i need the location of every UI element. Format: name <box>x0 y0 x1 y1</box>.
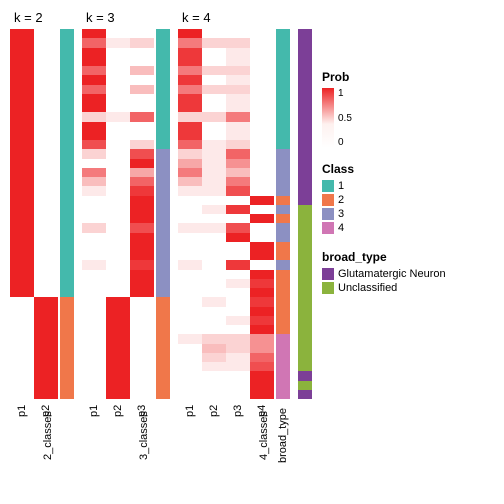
heatmap <box>178 29 274 399</box>
legend-prob-gradient <box>322 88 334 148</box>
heatmap <box>10 29 58 399</box>
class-annotation <box>276 29 290 399</box>
class-annotation <box>156 29 170 399</box>
column-label: p2 <box>112 405 124 417</box>
broad-type-label: broad_type <box>277 408 289 463</box>
class-column-label: 4_classes <box>258 411 270 460</box>
legend-broad-item: Glutamatergic Neuron <box>322 268 446 280</box>
class-column-label: 2_classes <box>42 411 54 460</box>
panel-title: k = 3 <box>82 10 170 25</box>
legend-class-item: 4 <box>322 222 446 234</box>
legend-prob-tick: 1 <box>338 88 352 99</box>
class-column-label: 3_classes <box>138 411 150 460</box>
column-label: p2 <box>208 405 220 417</box>
panel-title: k = 4 <box>178 10 290 25</box>
panel-k=2: k = 2p1p22_classes <box>10 10 74 465</box>
panel-title: k = 2 <box>10 10 74 25</box>
legend-prob-tick: 0.5 <box>338 113 352 124</box>
column-label: p1 <box>184 405 196 417</box>
heatmap <box>82 29 154 399</box>
column-label: p3 <box>232 405 244 417</box>
column-label: p1 <box>16 405 28 417</box>
panel-k=3: k = 3p1p2p33_classes <box>82 10 170 465</box>
legend-sidebar: Prob 1 0.5 0 Class 1 2 3 4 broad_type Glutamatergi… <box>322 70 446 310</box>
broad-type-annotation: broad_type <box>298 10 312 465</box>
legend-class-item: 3 <box>322 208 446 220</box>
legend-broad-title: broad_type <box>322 250 446 264</box>
legend-class-title: Class <box>322 162 446 176</box>
class-annotation <box>60 29 74 399</box>
legend-prob-tick: 0 <box>338 137 352 148</box>
column-label: p1 <box>88 405 100 417</box>
legend-class-item: 1 <box>322 180 446 192</box>
legend-prob-title: Prob <box>322 70 446 84</box>
legend-class-item: 2 <box>322 194 446 206</box>
panel-k=4: k = 4p1p2p3p44_classes <box>178 10 290 465</box>
legend-broad-item: Unclassified <box>322 282 446 294</box>
